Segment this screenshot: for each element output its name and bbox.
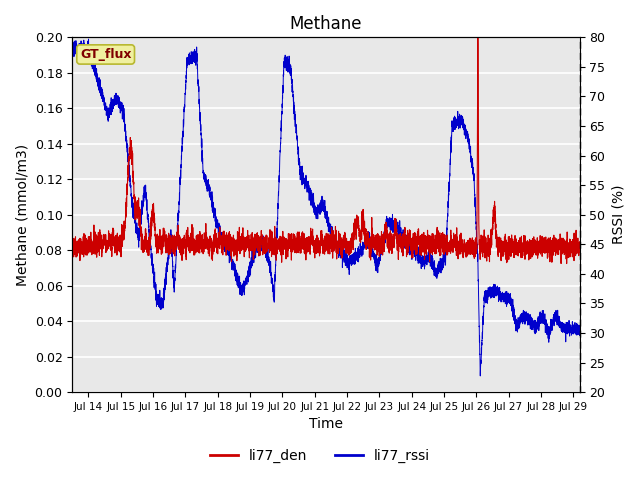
Y-axis label: Methane (mmol/m3): Methane (mmol/m3): [15, 144, 29, 286]
Title: Methane: Methane: [290, 15, 362, 33]
Legend: li77_den, li77_rssi: li77_den, li77_rssi: [204, 443, 436, 468]
Text: GT_flux: GT_flux: [80, 48, 131, 61]
X-axis label: Time: Time: [309, 418, 343, 432]
Y-axis label: RSSI (%): RSSI (%): [611, 185, 625, 244]
